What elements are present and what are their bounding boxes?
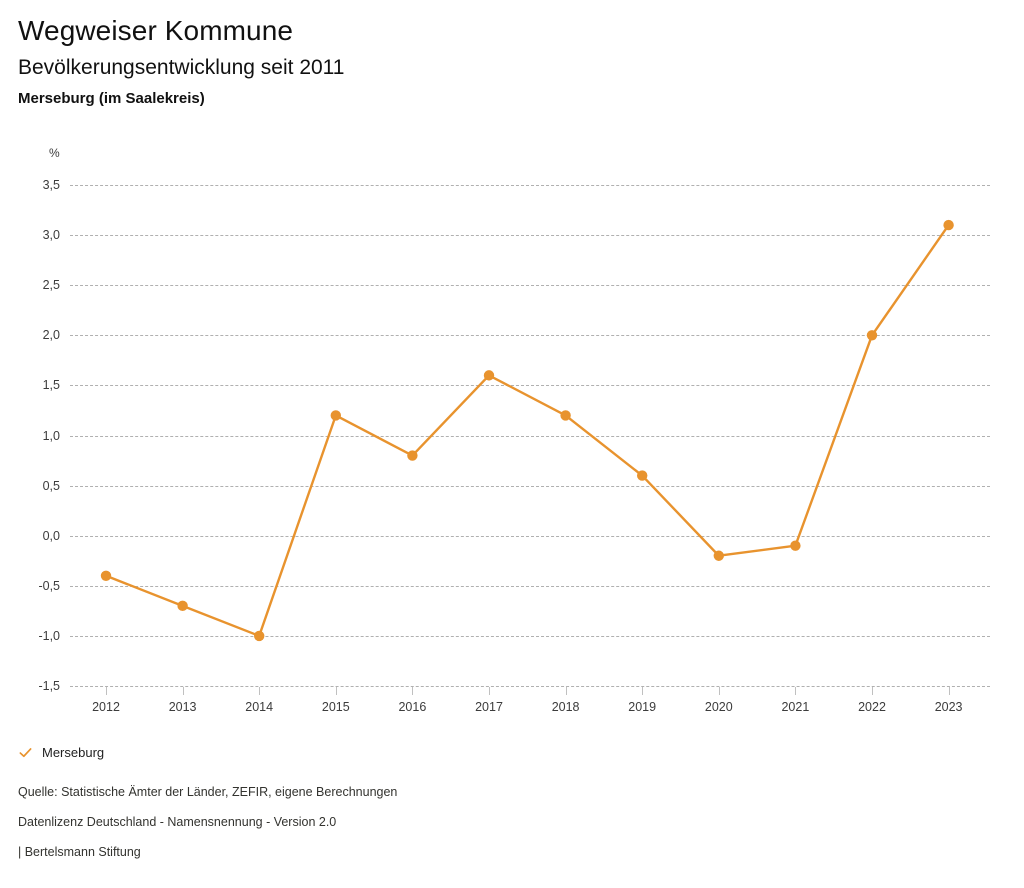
x-axis-tick-label: 2019 <box>628 700 657 714</box>
page-subtitle: Bevölkerungsentwicklung seit 2011 <box>18 56 345 79</box>
footer-line: | Bertelsmann Stiftung <box>18 845 141 859</box>
x-axis-tick-label: 2013 <box>168 700 197 714</box>
x-axis-tick-label: 2022 <box>858 700 886 714</box>
data-point[interactable] <box>254 630 265 642</box>
x-axis-tick <box>259 687 261 695</box>
y-axis-tick-label: 2,5 <box>42 278 60 293</box>
y-axis-tick-label: 0,5 <box>42 478 60 493</box>
data-point[interactable] <box>407 450 418 461</box>
gridline <box>70 535 990 537</box>
x-axis-tick-label: 2016 <box>398 700 427 714</box>
x-axis-tick-label: 2020 <box>704 700 733 714</box>
plot-area: % 3,5 3,0 2,5 2,0 1,5 1,0 0,5 0,0 -0,5 -1,0 -1,5 2… <box>0 140 1024 735</box>
data-point[interactable] <box>790 540 801 551</box>
x-axis-tick-label: 2012 <box>92 700 120 714</box>
x-axis-tick-label: 2017 <box>475 700 503 714</box>
data-point[interactable] <box>713 550 724 561</box>
y-axis-tick-label: 3,0 <box>42 228 60 243</box>
y-axis-tick-label: -0,5 <box>38 578 60 593</box>
chart-legend: Merseburg <box>18 745 104 760</box>
x-axis-tick <box>718 687 720 695</box>
gridline <box>70 285 990 287</box>
y-axis-unit-label: % <box>49 146 60 160</box>
x-axis-tick <box>335 687 337 695</box>
chart-footer: Quelle: Statistische Ämter der Länder, Z… <box>18 784 998 874</box>
y-axis-tick-label: 1,5 <box>42 378 60 393</box>
x-axis-tick <box>106 687 107 695</box>
x-axis-tick <box>565 687 567 695</box>
page-title: Wegweiser Kommune <box>18 15 294 46</box>
gridline <box>70 235 990 237</box>
gridline <box>70 385 990 387</box>
check-icon <box>19 748 32 758</box>
y-axis-tick-label: -1,0 <box>38 628 60 643</box>
region-label: Merseburg (im Saalekreis) <box>18 90 205 107</box>
y-axis-tick-label: 0,0 <box>42 528 60 543</box>
data-point[interactable] <box>560 410 571 421</box>
gridline <box>70 435 990 437</box>
data-point[interactable] <box>943 219 954 231</box>
legend-item-label: Merseburg <box>42 745 105 760</box>
data-point[interactable] <box>177 600 188 612</box>
y-axis-tick-label: 1,0 <box>42 428 60 443</box>
x-axis-tick-label: 2021 <box>781 700 810 714</box>
footer-line: Datenlizenz Deutschland - Namensnennung … <box>18 815 337 829</box>
gridline <box>70 185 990 186</box>
x-axis-tick <box>872 687 873 695</box>
x-axis-tick <box>642 687 644 695</box>
x-axis-tick <box>948 687 950 695</box>
data-series-layer <box>100 219 954 642</box>
data-point[interactable] <box>330 410 341 421</box>
y-axis-tick-label: 3,5 <box>42 178 60 192</box>
x-axis-tick <box>489 687 490 695</box>
data-point[interactable] <box>483 370 495 381</box>
footer-line: Quelle: Statistische Ämter der Länder, Z… <box>18 785 398 799</box>
data-point[interactable] <box>100 570 112 581</box>
data-point[interactable] <box>637 470 648 481</box>
x-axis-tick-label: 2018 <box>551 700 580 714</box>
gridline <box>70 485 990 487</box>
gridline <box>70 686 990 687</box>
data-point[interactable] <box>866 330 878 341</box>
x-axis-tick <box>795 687 797 695</box>
x-axis-tick <box>182 687 184 695</box>
gridline <box>70 635 990 637</box>
series-line <box>104 223 950 638</box>
x-axis-tick <box>412 687 414 695</box>
x-axis-tick-label: 2015 <box>321 700 350 714</box>
chart-container: % 3,5 3,0 2,5 2,0 1,5 1,0 0,5 0,0 -0,5 -1,0 -1,5 2… <box>0 140 1024 735</box>
page-header: Wegweiser Kommune Bevölkerungsentwicklun… <box>18 14 998 109</box>
x-axis-tick-label: 2014 <box>245 700 274 714</box>
legend-item[interactable]: Merseburg <box>18 745 104 760</box>
gridline <box>70 335 990 337</box>
x-axis-tick-label: 2023 <box>934 700 963 714</box>
gridline <box>70 585 990 587</box>
y-axis-tick-label: 2,0 <box>42 328 60 343</box>
y-axis-tick-label: -1,5 <box>38 679 60 693</box>
